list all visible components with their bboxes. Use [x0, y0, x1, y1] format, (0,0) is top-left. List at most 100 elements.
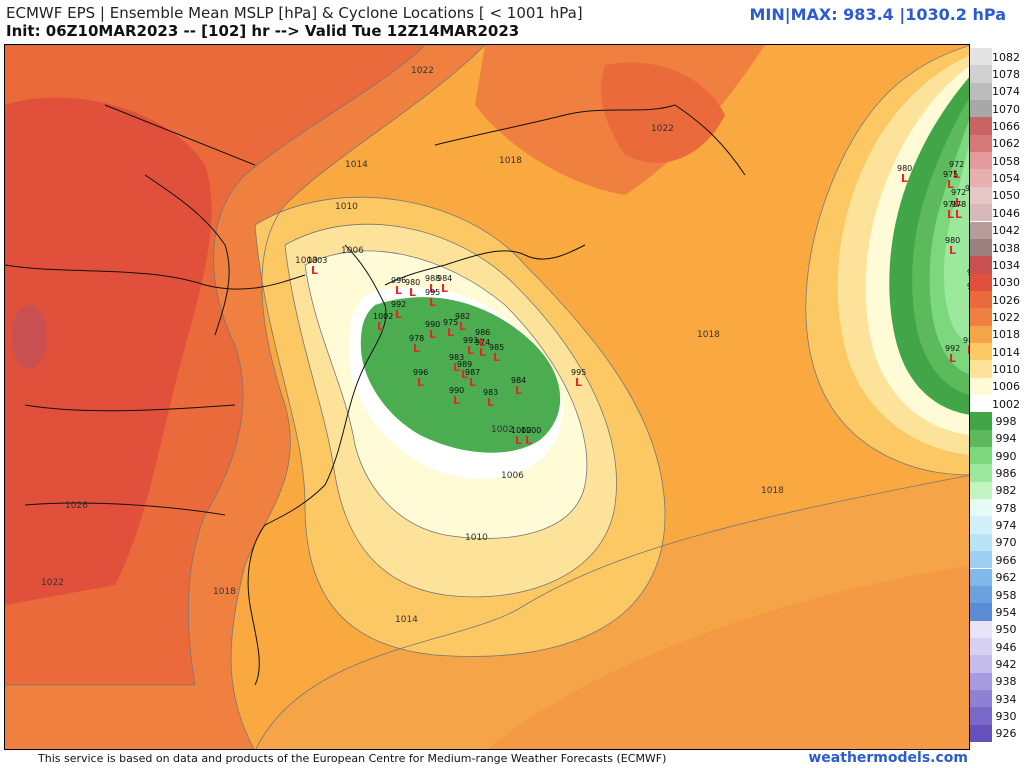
- isobar-label: 1006: [341, 246, 364, 256]
- colorbar-swatch: [970, 464, 992, 482]
- footer-credit: This service is based on data and produc…: [38, 752, 667, 765]
- colorbar-swatch: [970, 342, 992, 361]
- low-value-label: 972: [951, 188, 966, 197]
- pressure-colorbar: 1082 1078 1074 1070 1066 1062 1058 1054 1050 1046…: [970, 44, 1024, 750]
- colorbar-row: 990: [970, 447, 1024, 465]
- low-marker: L: [487, 396, 494, 409]
- colorbar-swatch: [970, 48, 992, 66]
- low-value-label: 990: [425, 320, 440, 329]
- colorbar-label: 974: [995, 519, 1017, 533]
- brand-link[interactable]: weathermodels.com: [808, 750, 968, 766]
- low-center-group: 1003L996L980L988L995L984L1002L992L990L97…: [307, 160, 970, 447]
- colorbar-swatch: [970, 65, 992, 83]
- low-marker: L: [525, 434, 532, 447]
- colorbar-row: 1074: [970, 82, 1024, 101]
- low-value-label: 992: [945, 344, 960, 353]
- colorbar-swatch: [970, 290, 992, 309]
- colorbar-swatch: [970, 499, 992, 517]
- colorbar-row: 1082: [970, 48, 1024, 66]
- low-value-label: 990: [449, 386, 464, 395]
- colorbar-row: 954: [970, 603, 1024, 621]
- colorbar-label: 966: [995, 553, 1017, 567]
- isobar-label: 1018: [761, 486, 784, 496]
- low-marker: L: [447, 326, 454, 339]
- colorbar-row: 998: [970, 412, 1024, 430]
- colorbar-label: 942: [995, 657, 1017, 671]
- low-value-label: 983: [449, 353, 464, 362]
- colorbar-swatch: [970, 82, 992, 101]
- low-marker: L: [395, 284, 402, 297]
- colorbar-label: 1046: [992, 206, 1020, 220]
- colorbar-row: 1042: [970, 221, 1024, 239]
- low-marker: L: [955, 196, 962, 209]
- colorbar-swatch: [970, 308, 992, 326]
- isobar-label: 1003: [295, 256, 318, 266]
- colorbar-swatch: [970, 204, 992, 222]
- colorbar-row: 950: [970, 620, 1024, 638]
- low-marker: L: [479, 346, 486, 359]
- isobar-label: 1018: [697, 330, 720, 340]
- east-low-986: [943, 144, 969, 345]
- low-value-label: 995: [571, 368, 586, 377]
- min-max-readout: MIN|MAX: 983.4 |1030.2 hPa: [749, 5, 1006, 24]
- colorbar-swatch: [970, 672, 992, 690]
- isobar-label-group: 1022 1022 1014 1018 1010 1006 1003 1018 …: [41, 66, 784, 625]
- colorbar-swatch: [970, 533, 992, 552]
- colorbar-swatch: [970, 152, 992, 170]
- isobar-label: 1010: [335, 202, 358, 212]
- chart-title: ECMWF EPS | Ensemble Mean MSLP [hPa] & C…: [6, 4, 583, 22]
- colorbar-row: 930: [970, 707, 1024, 725]
- low-marker: L: [949, 352, 956, 365]
- colorbar-label: 1062: [992, 137, 1020, 151]
- colorbar-label: 934: [995, 692, 1017, 706]
- low-value-label: 980: [897, 164, 912, 173]
- colorbar-label: 1038: [992, 241, 1020, 255]
- isobar-band-1034: [11, 305, 47, 369]
- colorbar-label: 1050: [992, 189, 1020, 203]
- colorbar-row: 970: [970, 533, 1024, 552]
- colorbar-swatch: [970, 134, 992, 153]
- colorbar-swatch: [970, 377, 992, 395]
- colorbar-swatch: [970, 724, 992, 742]
- colorbar-label: 1074: [992, 85, 1020, 99]
- colorbar-label: 1030: [992, 276, 1020, 290]
- low-value-label: 989: [457, 360, 472, 369]
- colorbar-label: 1078: [992, 68, 1020, 82]
- colorbar-row: 982: [970, 481, 1024, 500]
- colorbar-label: 1054: [992, 172, 1020, 186]
- low-marker: L: [429, 328, 436, 341]
- isobar-label: 1010: [465, 533, 488, 543]
- low-value-label: 987: [465, 368, 480, 377]
- colorbar-row: 946: [970, 637, 1024, 656]
- colorbar-label: 1026: [992, 293, 1020, 307]
- isobar-label: 1006: [501, 471, 524, 481]
- low-marker: L: [395, 308, 402, 321]
- isobar-label: 1014: [345, 160, 368, 170]
- colorbar-swatch: [970, 620, 992, 638]
- low-marker: L: [515, 434, 522, 447]
- low-marker: L: [947, 208, 954, 221]
- low-marker: L: [493, 351, 500, 364]
- colorbar-swatch: [970, 100, 992, 118]
- colorbar-row: 1010: [970, 360, 1024, 378]
- colorbar-swatch: [970, 238, 992, 257]
- colorbar-label: 926: [995, 727, 1017, 741]
- colorbar-row: 1050: [970, 186, 1024, 205]
- colorbar-label: 958: [995, 588, 1017, 602]
- low-value-label: 996: [391, 276, 406, 285]
- colorbar-label: 998: [995, 415, 1017, 429]
- colorbar-row: 934: [970, 689, 1024, 708]
- isobar-label: 1022: [651, 124, 674, 134]
- colorbar-label: 978: [995, 501, 1017, 515]
- colorbar-swatch: [970, 395, 992, 413]
- colorbar-label: 982: [995, 484, 1017, 498]
- colorbar-row: 1030: [970, 273, 1024, 291]
- low-value-label: 973: [965, 184, 970, 193]
- colorbar-label: 930: [995, 709, 1017, 723]
- colorbar-label: 1066: [992, 120, 1020, 134]
- colorbar-label: 1022: [992, 310, 1020, 324]
- colorbar-swatch: [970, 481, 992, 500]
- low-marker: L: [413, 342, 420, 355]
- colorbar-swatch: [970, 637, 992, 656]
- low-value-label: 988: [963, 336, 970, 345]
